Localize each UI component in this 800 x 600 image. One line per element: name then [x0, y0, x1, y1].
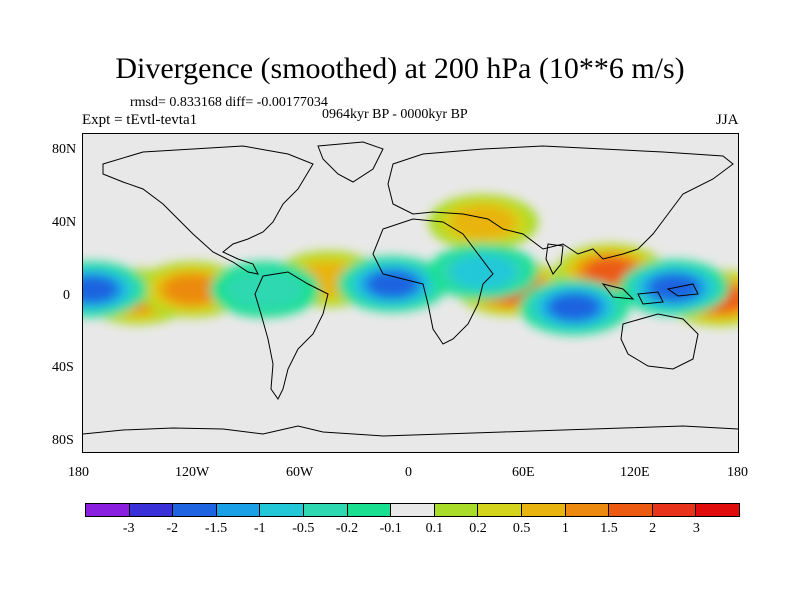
chart-title: Divergence (smoothed) at 200 hPa (10**6 …	[115, 52, 685, 85]
colorbar-label: -0.5	[292, 521, 315, 536]
colorbar-swatch	[609, 504, 653, 516]
colorbar-swatch	[129, 504, 174, 516]
colorbar-swatch	[391, 504, 435, 516]
colorbar-swatch	[696, 504, 739, 516]
colorbar-swatch	[173, 504, 217, 516]
lat-tick: 80S	[52, 433, 74, 448]
field-contour	[549, 293, 600, 321]
colorbar-label: -1.5	[204, 521, 228, 536]
colorbar-label: -0.2	[335, 521, 359, 536]
lat-tick: 40S	[52, 360, 74, 375]
colorbar-swatch	[86, 504, 130, 516]
lon-tick: 60W	[286, 465, 314, 480]
coast-antarctica	[83, 425, 738, 437]
colorbar-label: -2	[166, 521, 179, 536]
lat-tick: 0	[63, 288, 70, 303]
field-contour	[367, 270, 418, 298]
colorbar-label: -3	[122, 521, 135, 536]
lon-tick: 120W	[175, 465, 210, 480]
map-plot	[83, 141, 738, 437]
field-contour	[224, 268, 305, 311]
colorbar-label: 0.2	[469, 521, 487, 536]
stats-text: rmsd= 0.833168 diff= -0.00177034	[130, 95, 328, 110]
coast-greenland	[317, 141, 384, 183]
lon-tick: 120E	[620, 465, 650, 480]
colorbar-swatch	[347, 504, 392, 516]
field-contour	[450, 254, 516, 289]
colorbar-swatch	[652, 504, 697, 516]
lat-tick: 80N	[52, 142, 77, 157]
field-contour	[164, 274, 221, 305]
colorbar-label: 3	[692, 521, 700, 536]
coast-north-america	[102, 145, 314, 275]
field-contour	[83, 276, 118, 303]
lon-tick: 180	[68, 465, 89, 480]
coast-africa	[372, 218, 494, 345]
divergence-map	[82, 133, 739, 453]
colorbar-swatch	[303, 504, 348, 516]
experiment-label: Expt = tEvtl-tevta1	[82, 112, 198, 128]
coast-australia	[620, 313, 699, 370]
colorbar-label: 0.1	[425, 521, 444, 536]
colorbar-swatch	[434, 504, 479, 516]
colorbar-swatch	[565, 504, 610, 516]
coast-south-america	[254, 271, 329, 400]
coastlines	[83, 141, 738, 437]
coast-eurasia	[387, 145, 734, 260]
colorbar	[85, 503, 740, 517]
coast-indonesia	[601, 283, 699, 305]
colorbar-swatch	[521, 504, 566, 516]
colorbar-label: 2	[649, 521, 657, 536]
colorbar-label: 1.5	[600, 521, 618, 536]
divergence-field	[83, 194, 738, 336]
colorbar-label: -1	[253, 521, 266, 536]
field-contour	[450, 205, 516, 240]
colorbar-label: 0.5	[512, 521, 531, 536]
lon-tick: 180	[727, 465, 748, 480]
colorbar-label: -0.1	[379, 521, 402, 536]
colorbar-swatch	[216, 504, 261, 516]
colorbar-label: 1	[561, 521, 569, 536]
period-label: 0964kyr BP - 0000kyr BP	[322, 107, 468, 122]
colorbar-swatch	[260, 504, 304, 516]
colorbar-swatch	[478, 504, 522, 516]
season-label: JJA	[716, 112, 739, 128]
lon-tick: 60E	[512, 465, 535, 480]
coast-india	[545, 243, 564, 275]
lon-tick: 0	[405, 465, 412, 480]
lat-tick: 40N	[52, 215, 77, 230]
